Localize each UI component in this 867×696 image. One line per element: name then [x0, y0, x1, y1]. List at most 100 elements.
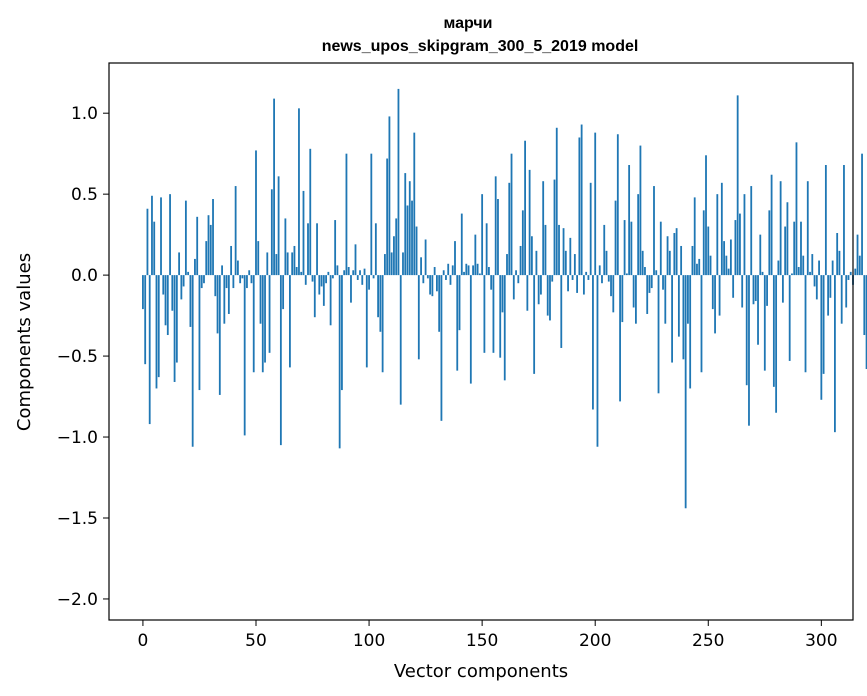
- bar-319: [863, 275, 866, 336]
- bar-226: [653, 186, 655, 276]
- bar-161: [506, 254, 508, 276]
- bar-228: [657, 275, 660, 394]
- bar-197: [587, 275, 590, 280]
- bar-37: [225, 275, 228, 289]
- bar-39: [230, 245, 233, 276]
- bar-5: [153, 221, 156, 276]
- bar-67: [293, 245, 296, 276]
- bar-125: [424, 239, 427, 276]
- bar-163: [510, 153, 513, 276]
- chart-title-line2: news_upos_skipgram_300_5_2019 model: [322, 38, 639, 55]
- bar-54: [264, 275, 266, 363]
- bar-198: [589, 182, 592, 276]
- y-axis-label: Components values: [14, 253, 35, 431]
- bar-59: [275, 254, 278, 276]
- bar-3: [148, 275, 151, 425]
- bar-165: [515, 270, 517, 276]
- bar-9: [162, 275, 165, 295]
- bar-311: [845, 275, 848, 308]
- bar-312: [847, 275, 850, 280]
- bar-207: [610, 275, 612, 297]
- bar-138: [454, 241, 456, 276]
- y-tick-label: −2.0: [57, 590, 98, 610]
- bar-35: [221, 265, 223, 276]
- bar-118: [408, 181, 411, 276]
- bar-210: [616, 134, 619, 276]
- bar-105: [379, 275, 382, 332]
- bar-229: [659, 221, 662, 276]
- bar-287: [791, 273, 793, 276]
- bar-238: [680, 245, 683, 276]
- bar-139: [456, 275, 459, 371]
- bar-81: [325, 275, 327, 284]
- bar-134: [445, 275, 447, 280]
- bar-120: [413, 132, 416, 276]
- bar-42: [237, 260, 239, 276]
- bar-266: [743, 194, 746, 276]
- bar-0: [142, 275, 144, 310]
- chart-title-line1: марчи: [443, 15, 492, 32]
- bar-76: [313, 275, 316, 318]
- bar-176: [540, 275, 542, 295]
- bar-205: [605, 250, 608, 276]
- bar-85: [334, 220, 337, 276]
- bar-178: [544, 224, 547, 276]
- bar-50: [255, 150, 257, 276]
- x-tick-label: 100: [353, 631, 385, 651]
- bar-253: [714, 275, 716, 334]
- bar-317: [858, 255, 861, 276]
- bar-43: [239, 275, 242, 284]
- x-tick-label: 150: [466, 631, 498, 651]
- bar-141: [460, 213, 463, 276]
- bar-320: [865, 275, 867, 370]
- bar-142: [463, 271, 465, 276]
- bar-285: [786, 202, 789, 276]
- bar-11: [166, 275, 169, 336]
- bar-235: [673, 233, 676, 276]
- x-tick-label: 50: [245, 631, 267, 651]
- bar-217: [632, 275, 635, 308]
- bar-230: [662, 275, 664, 290]
- bar-133: [442, 270, 445, 276]
- bar-271: [754, 275, 757, 302]
- bar-180: [549, 275, 551, 321]
- bar-93: [352, 270, 355, 276]
- bar-36: [223, 275, 226, 324]
- bar-157: [497, 199, 499, 276]
- bar-53: [261, 275, 264, 373]
- bar-227: [655, 270, 658, 276]
- bar-155: [492, 275, 495, 353]
- bar-128: [431, 275, 434, 297]
- bar-96: [359, 270, 361, 276]
- bar-91: [347, 267, 350, 276]
- bar-55: [266, 252, 269, 276]
- bar-45: [243, 275, 246, 436]
- y-tick-label: −1.5: [57, 509, 98, 529]
- bar-215: [628, 165, 631, 276]
- bar-44: [241, 275, 244, 279]
- bar-250: [707, 226, 710, 276]
- bar-132: [440, 275, 443, 421]
- bar-186: [562, 228, 565, 276]
- x-tick-label: 200: [579, 631, 611, 651]
- bar-170: [526, 275, 529, 311]
- bar-222: [644, 267, 646, 276]
- bar-275: [763, 275, 766, 371]
- bar-245: [696, 263, 698, 276]
- bar-126: [426, 275, 429, 279]
- bar-13: [171, 275, 174, 311]
- bar-242: [689, 275, 692, 389]
- bar-89: [343, 270, 346, 276]
- bar-313: [849, 271, 852, 276]
- bar-19: [184, 200, 187, 276]
- bar-18: [182, 275, 185, 287]
- bar-195: [582, 275, 585, 295]
- bar-254: [716, 194, 719, 276]
- bar-284: [784, 226, 787, 276]
- bar-1: [144, 275, 147, 365]
- bar-286: [788, 275, 791, 361]
- bar-116: [404, 173, 407, 276]
- bar-202: [598, 265, 601, 276]
- bar-260: [729, 239, 732, 276]
- bar-224: [648, 275, 651, 293]
